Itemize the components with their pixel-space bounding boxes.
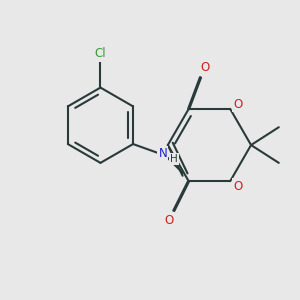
- Text: O: O: [234, 98, 243, 111]
- Text: O: O: [234, 179, 243, 193]
- Text: Cl: Cl: [95, 47, 106, 60]
- Text: O: O: [201, 61, 210, 74]
- Text: N: N: [158, 148, 167, 160]
- Text: H: H: [170, 154, 178, 164]
- Text: O: O: [164, 214, 173, 227]
